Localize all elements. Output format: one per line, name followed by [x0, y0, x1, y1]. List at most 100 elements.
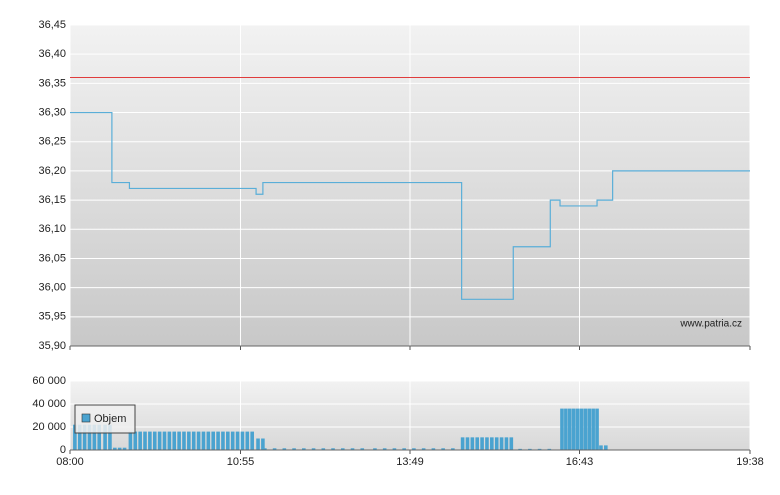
y-tick-label: 35,95 [38, 311, 66, 323]
volume-bar [138, 431, 142, 450]
volume-bar [567, 408, 572, 450]
legend-swatch [81, 413, 91, 423]
volume-bar [256, 438, 260, 450]
volume-bar [560, 408, 564, 450]
price-line [70, 111, 750, 300]
volume-bar [451, 448, 455, 450]
volume-bar [216, 431, 220, 450]
y-tick-label: 36,20 [38, 165, 66, 177]
y-tick-label: 36,45 [38, 19, 66, 31]
volume-bar [103, 424, 107, 450]
volume-bar [97, 424, 102, 450]
volume-bar [504, 437, 509, 450]
volume-bar [172, 431, 177, 450]
volume-bar [494, 437, 499, 450]
volume-bar [392, 448, 397, 450]
volume-bar [311, 448, 316, 450]
watermark: www.patria.cz [679, 319, 742, 330]
volume-bar [412, 448, 416, 450]
y-tick-label: 36,25 [38, 136, 66, 148]
volume-bar [128, 431, 133, 450]
volume-bar [331, 448, 335, 450]
volume-bar [431, 448, 436, 450]
volume-bar [402, 448, 406, 450]
volume-bar [261, 438, 265, 450]
volume-bar [82, 424, 87, 450]
volume-bar [499, 437, 504, 450]
volume-bar [235, 431, 240, 450]
volume-bar [470, 437, 475, 450]
volume-bar [292, 448, 296, 450]
volume-bar [148, 431, 152, 450]
volume-bar [226, 431, 230, 450]
volume-bar [518, 448, 522, 450]
y-tick-label: 36,00 [38, 282, 66, 294]
volume-bar [73, 424, 77, 450]
y-tick-label: 36,10 [38, 223, 66, 235]
volume-bar [528, 448, 532, 450]
volume-bar [591, 408, 595, 450]
volume-bar [564, 408, 568, 450]
volume-bar [421, 448, 426, 450]
volume-bar [587, 408, 592, 450]
x-tick-label: 10:55 [227, 456, 255, 468]
volume-bar [221, 431, 225, 450]
volume-bar [250, 431, 254, 450]
y-tick-label: 36,40 [38, 48, 66, 60]
volume-bar [122, 447, 127, 450]
volume-bar [360, 448, 365, 450]
volume-bar [579, 408, 584, 450]
volume-bar [263, 448, 267, 450]
volume-bar [475, 437, 480, 450]
volume-bar [282, 448, 287, 450]
volume-bar [191, 431, 196, 450]
volume-bar [187, 431, 191, 450]
volume-bar [340, 448, 345, 450]
legend-label: Objem [94, 413, 126, 425]
y-tick-label: 36,15 [38, 194, 66, 206]
volume-bar [382, 448, 387, 450]
volume-bar [92, 424, 97, 450]
volume-bar [373, 448, 377, 450]
volume-bar [230, 431, 235, 450]
volume-bar [350, 448, 355, 450]
y-tick-label: 36,05 [38, 252, 66, 264]
volume-bar [182, 431, 186, 450]
volume-bar [240, 431, 245, 450]
volume-bar [133, 431, 138, 450]
volume-bar [87, 424, 92, 450]
volume-bar [321, 448, 326, 450]
volume-bar [465, 437, 470, 450]
y-tick-label: 36,35 [38, 77, 66, 89]
volume-bar [167, 431, 172, 450]
volume-bar [162, 431, 167, 450]
volume-bar [441, 448, 445, 450]
volume-bar [201, 431, 206, 450]
volume-bar [509, 437, 514, 450]
volume-bar [245, 431, 250, 450]
volume-bar [113, 447, 117, 450]
y-tick-label: 20 000 [32, 421, 66, 433]
volume-bar [575, 408, 580, 450]
y-tick-label: 40 000 [32, 398, 66, 410]
y-tick-label: 0 [60, 444, 66, 456]
volume-bar [599, 445, 603, 450]
x-tick-label: 16:43 [566, 456, 594, 468]
x-tick-label: 19:38 [736, 456, 764, 468]
volume-bar [108, 424, 112, 450]
volume-bar [480, 437, 484, 450]
volume-bar [143, 431, 147, 450]
volume-bar [571, 408, 576, 450]
volume-bar [152, 431, 157, 450]
volume-bar [547, 448, 552, 450]
volume-bar [604, 445, 608, 450]
volume-bar [485, 437, 489, 450]
x-tick-label: 08:00 [56, 456, 84, 468]
y-tick-label: 35,90 [38, 340, 66, 352]
volume-bar [537, 448, 542, 450]
volume-bar [157, 431, 162, 450]
x-tick-label: 13:49 [396, 456, 424, 468]
y-tick-label: 36,30 [38, 106, 66, 118]
